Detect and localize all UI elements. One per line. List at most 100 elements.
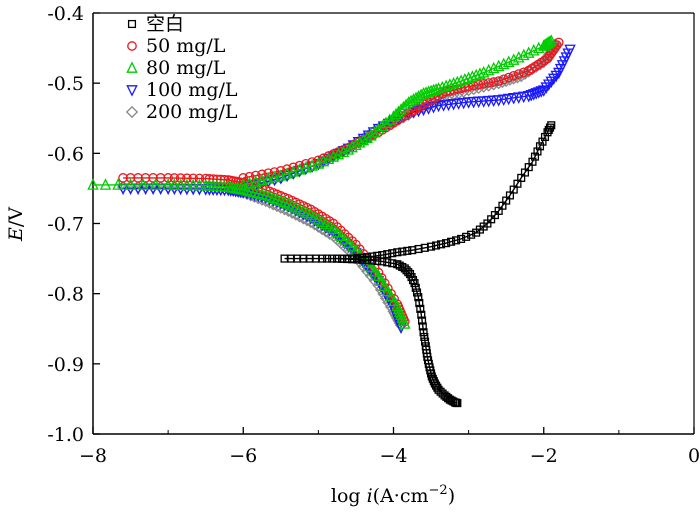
- data-point: [368, 252, 377, 261]
- data-point: [268, 170, 281, 183]
- data-point: [418, 322, 427, 331]
- data-point: [477, 65, 490, 78]
- data-point: [312, 157, 325, 169]
- data-point: [473, 79, 484, 90]
- data-point: [522, 90, 535, 103]
- data-point: [317, 154, 330, 167]
- data-point: [337, 145, 350, 158]
- data-point: [365, 260, 377, 273]
- data-point: [564, 44, 576, 57]
- data-point: [388, 249, 397, 258]
- data-point: [474, 67, 486, 79]
- data-point: [518, 67, 529, 78]
- data-point: [328, 254, 337, 263]
- data-point: [487, 61, 500, 74]
- data-point: [140, 173, 151, 183]
- data-point: [508, 70, 519, 81]
- series-3: [87, 34, 558, 329]
- data-point: [388, 259, 397, 268]
- legend-marker: [126, 61, 138, 73]
- data-point: [398, 247, 407, 256]
- data-point: [333, 254, 342, 263]
- data-point: [262, 172, 275, 184]
- data-point: [174, 178, 187, 190]
- data-point: [118, 173, 128, 183]
- data-point: [436, 80, 449, 93]
- data-point: [318, 254, 327, 263]
- data-point: [168, 178, 181, 190]
- data-point: [385, 289, 397, 302]
- data-point: [137, 178, 149, 190]
- data-point: [548, 73, 560, 86]
- data-point: [467, 230, 476, 239]
- legend-label: 100 mg/L: [146, 79, 238, 101]
- data-point: [493, 76, 504, 86]
- data-point: [416, 304, 425, 313]
- legend-marker: [127, 41, 137, 51]
- data-point: [322, 152, 335, 165]
- y-tick-label: -0.4: [47, 3, 84, 25]
- data-point: [358, 253, 367, 262]
- data-point: [432, 82, 445, 94]
- data-point: [365, 129, 377, 141]
- data-point: [373, 256, 382, 265]
- data-point: [492, 59, 505, 72]
- data-point: [393, 248, 402, 257]
- data-point: [459, 73, 471, 85]
- data-point: [544, 125, 553, 134]
- data-point: [437, 240, 446, 249]
- data-point: [87, 178, 99, 190]
- data-point: [338, 254, 347, 263]
- data-point: [540, 82, 553, 94]
- data-point: [482, 63, 495, 76]
- data-point: [498, 74, 509, 85]
- data-point: [382, 284, 394, 297]
- data-point: [517, 48, 530, 61]
- data-point: [417, 310, 426, 319]
- data-point: [415, 298, 424, 308]
- data-point: [427, 242, 436, 251]
- data-point: [530, 152, 540, 161]
- data-point: [250, 170, 261, 181]
- data-point: [378, 279, 391, 292]
- data-point: [533, 147, 542, 156]
- data-point: [488, 77, 499, 87]
- data-point: [383, 250, 392, 259]
- data-point: [455, 74, 467, 86]
- data-point: [133, 173, 143, 183]
- data-point: [525, 90, 537, 102]
- data-point: [419, 328, 428, 337]
- data-point: [368, 265, 381, 277]
- data-point: [550, 70, 563, 83]
- data-point: [530, 88, 542, 100]
- data-point: [379, 292, 393, 305]
- data-point: [388, 294, 400, 307]
- data-point: [383, 113, 396, 125]
- data-point: [528, 157, 537, 166]
- data-point: [353, 254, 362, 263]
- data-point: [453, 399, 462, 408]
- data-point: [332, 147, 345, 160]
- data-point: [372, 122, 385, 135]
- data-point: [375, 274, 388, 287]
- data-point: [457, 85, 470, 98]
- data-point: [400, 98, 412, 111]
- data-point: [427, 102, 440, 114]
- y-tick-label: -0.6: [47, 143, 84, 165]
- data-point: [368, 274, 381, 287]
- data-point: [256, 173, 268, 186]
- data-point: [543, 79, 555, 91]
- data-point: [420, 332, 429, 341]
- data-point: [149, 178, 162, 190]
- data-point: [410, 279, 419, 288]
- data-point: [522, 46, 535, 58]
- x-tick-label: −6: [229, 445, 257, 467]
- data-point: [447, 76, 460, 89]
- data-point: [212, 174, 222, 185]
- y-tick-label: -0.8: [47, 284, 84, 306]
- data-point: [444, 78, 456, 90]
- data-point: [124, 178, 137, 190]
- data-point: [162, 178, 174, 190]
- data-point: [175, 173, 186, 183]
- data-point: [432, 381, 441, 390]
